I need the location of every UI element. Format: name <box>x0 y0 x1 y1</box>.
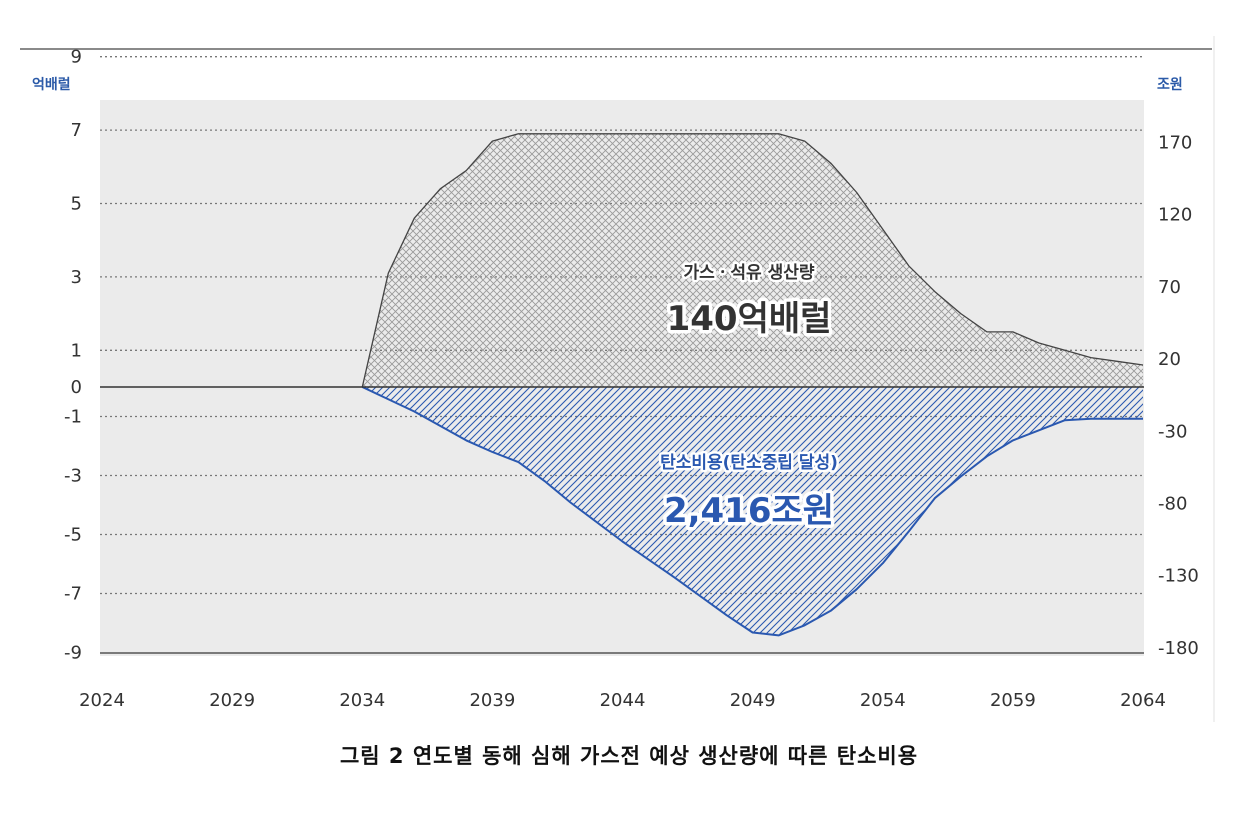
right-tick-label: -80 <box>1158 494 1187 515</box>
right-axis-ticks: 170 120 70 20 -30 -80 -130 -180 <box>1158 133 1199 659</box>
production-line <box>361 133 1144 388</box>
left-axis-unit: 억배럴 <box>32 77 71 93</box>
cost-label: 탄소비용(탄소중립 달성) <box>660 452 838 473</box>
right-tick-label: 70 <box>1158 277 1181 298</box>
annotations: 가스ㆍ석유 생산량 140억배럴 탄소비용(탄소중립 달성) 2,416조원 <box>658 261 841 535</box>
x-tick-label: 2024 <box>79 690 125 711</box>
x-tick-label: 2029 <box>209 690 255 711</box>
right-tick-label: -130 <box>1158 566 1199 587</box>
right-tick-label: 170 <box>1158 133 1192 154</box>
cost-area <box>362 387 1143 636</box>
series-layer <box>361 133 1144 637</box>
right-tick-label: -30 <box>1158 421 1187 442</box>
left-tick-label: -5 <box>64 525 82 546</box>
left-tick-label: -7 <box>64 584 82 605</box>
left-tick-label: 9 <box>71 47 82 68</box>
left-tick-label: 3 <box>71 267 82 288</box>
left-tick-label: 5 <box>71 194 82 215</box>
right-tick-label: 120 <box>1158 205 1192 226</box>
figure-caption: 그림 2 연도별 동해 심해 가스전 예상 생산량에 따른 탄소비용 <box>339 744 919 768</box>
x-tick-label: 2054 <box>860 690 906 711</box>
left-axis-ticks: 9 7 5 3 1 0 -1 -3 -5 -7 -9 <box>64 47 82 664</box>
x-tick-label: 2059 <box>990 690 1036 711</box>
left-tick-label: 7 <box>71 120 82 141</box>
left-tick-label: -3 <box>64 466 82 487</box>
x-tick-label: 2049 <box>730 690 776 711</box>
x-tick-label: 2039 <box>469 690 515 711</box>
x-tick-label: 2034 <box>339 690 385 711</box>
cost-line <box>361 386 1143 637</box>
right-tick-label: -180 <box>1158 638 1199 659</box>
right-axis-unit: 조원 <box>1157 77 1183 93</box>
production-label: 가스ㆍ석유 생산량 <box>683 263 814 283</box>
left-tick-label: -9 <box>64 643 82 664</box>
production-area <box>362 133 1143 387</box>
left-tick-label: -1 <box>64 407 82 428</box>
right-tick-label: 20 <box>1158 349 1181 370</box>
cost-total: 2,416조원 <box>664 491 834 531</box>
x-tick-label: 2044 <box>600 690 646 711</box>
x-axis-ticks: 2024 2029 2034 2039 2044 2049 2054 2059 2064 <box>79 690 1166 711</box>
left-tick-label: 0 <box>71 377 82 398</box>
left-tick-label: 1 <box>71 340 82 361</box>
x-tick-label: 2064 <box>1120 690 1166 711</box>
production-total: 140억배럴 <box>667 299 832 339</box>
